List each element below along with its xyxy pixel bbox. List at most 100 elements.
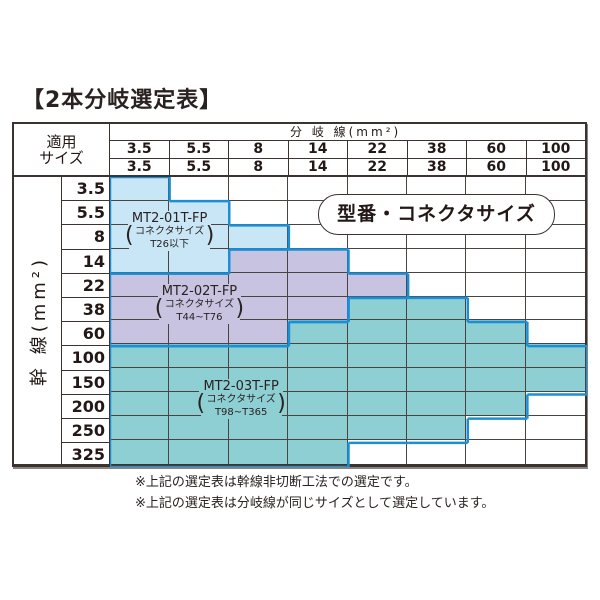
branch-size-header-cell: 5.5 <box>170 141 229 158</box>
branch-size-header-cell: 38 <box>408 141 467 158</box>
selection-cell <box>110 416 170 441</box>
selection-cell <box>228 177 289 201</box>
connector-size-label: コネクタサイズ <box>134 226 205 238</box>
trunk-size-label: 3.5 <box>62 177 109 202</box>
selection-cell <box>348 440 407 464</box>
selection-cell <box>169 320 229 345</box>
branch-size-header-cell: 8 <box>229 159 289 175</box>
model-number: MT2-02T-FP <box>157 283 242 299</box>
connector-size-range: T26以下 <box>150 239 190 251</box>
page-title: 【2本分岐選定表】 <box>22 88 223 113</box>
note-1: ※上記の選定表は幹線非切断工法での選定です。 <box>135 475 418 490</box>
trunk-size-label: 150 <box>62 371 109 395</box>
connector-size-range: T98~T365 <box>214 407 268 418</box>
trunk-size-label: 38 <box>62 298 109 323</box>
selection-cell <box>525 273 585 297</box>
selection-cell <box>288 320 348 345</box>
selection-cell <box>347 392 407 417</box>
trunk-size-label: 250 <box>62 419 109 444</box>
selection-table: 適用 サイズ 分 岐 線(mm²) 3.5 5.5 8 14 22 38 60 100 3.5… <box>12 122 587 467</box>
selection-cell <box>466 272 526 297</box>
branch-size-header-cell: 14 <box>289 159 348 175</box>
selection-cell <box>525 225 585 249</box>
selection-cell <box>466 368 526 393</box>
selection-cell <box>288 248 348 273</box>
selection-cell <box>525 344 585 369</box>
selection-cell <box>406 224 467 249</box>
selection-cell <box>288 344 348 369</box>
selection-cell <box>525 297 585 321</box>
trunk-size-label: 200 <box>62 395 109 419</box>
selection-cell <box>466 392 526 417</box>
selection-cell <box>406 416 467 441</box>
selection-cell <box>347 344 407 369</box>
selection-cell <box>288 416 348 441</box>
selection-cell <box>347 248 407 273</box>
selection-cell <box>406 272 467 297</box>
selection-cell <box>169 344 229 369</box>
branch-size-header-cell: 60 <box>467 141 527 158</box>
selection-cell <box>406 320 467 345</box>
branch-size-header-cell: 22 <box>348 159 408 175</box>
selection-cell <box>525 368 585 393</box>
trunk-size-label: 5.5 <box>62 201 109 226</box>
selection-cell <box>228 440 289 464</box>
selection-cell <box>228 248 289 273</box>
trunk-wire-label: 幹 線(mm²) <box>14 177 62 464</box>
selection-cell <box>406 368 467 393</box>
branch-size-header-cell: 3.5 <box>110 159 170 175</box>
selection-cell <box>169 248 229 273</box>
selection-cell <box>525 249 585 273</box>
selection-cell <box>110 440 170 464</box>
connector-size-label: コネクタサイズ <box>164 298 235 310</box>
notes: ※上記の選定表は幹線非切断工法での選定です。 ※上記の選定表は分岐線が同じサイズ… <box>135 472 494 514</box>
selection-cell <box>525 416 585 441</box>
selection-cell <box>228 200 289 225</box>
trunk-size-label: 8 <box>62 225 109 250</box>
selection-cell <box>288 224 348 249</box>
selection-cell <box>228 416 289 441</box>
selection-cell <box>525 177 585 201</box>
selection-cell <box>288 296 348 321</box>
selection-cell <box>466 224 526 249</box>
branch-size-header-cell: 100 <box>541 141 571 157</box>
branch-size-header-cell: 60 <box>467 159 527 175</box>
selection-cell <box>288 440 348 464</box>
selection-cell <box>525 392 585 417</box>
selection-cell <box>466 248 526 273</box>
selection-cell <box>228 320 289 345</box>
selection-cell <box>406 296 467 321</box>
trunk-size-label: 60 <box>62 322 109 347</box>
selection-cell <box>466 320 526 345</box>
selection-cell <box>406 392 467 417</box>
selection-cell <box>525 320 585 345</box>
selection-cell <box>228 272 289 297</box>
selection-cell <box>228 344 289 369</box>
selection-cell <box>169 177 229 201</box>
selection-cell <box>169 440 229 464</box>
selection-cell <box>526 440 585 464</box>
selection-cell <box>347 296 407 321</box>
selection-cell <box>466 416 526 441</box>
connector-size-info: コネクタサイズ T98~T365 <box>196 391 286 419</box>
selection-cell <box>110 320 170 345</box>
connector-size-label: コネクタサイズ <box>206 394 276 405</box>
selection-cell <box>110 344 170 369</box>
group-label-mt2-01t-fp: MT2-01T-FPコネクタサイズT26以下 <box>114 211 225 252</box>
trunk-wire-label-text: 幹 線(mm²) <box>28 255 50 386</box>
selection-cell <box>110 248 170 273</box>
model-number: MT2-01T-FP <box>127 211 212 227</box>
branch-wire-header: 分 岐 線(mm²) <box>110 124 585 141</box>
selection-cell <box>466 296 526 321</box>
selection-cell <box>347 416 407 441</box>
branch-size-header-cell: 3.5 <box>110 141 170 158</box>
model-number: MT2-03T-FP <box>199 379 283 394</box>
selection-cell <box>347 320 407 345</box>
branch-size-row-1: 3.5 5.5 8 14 22 38 60 100 <box>110 141 585 159</box>
selection-cell <box>347 224 407 249</box>
connector-size-range: T44~T76 <box>176 311 223 323</box>
branch-size-header-cell: 5.5 <box>170 159 229 175</box>
selection-cell <box>406 344 467 369</box>
selection-cell <box>288 177 348 201</box>
selection-cell <box>407 440 467 464</box>
